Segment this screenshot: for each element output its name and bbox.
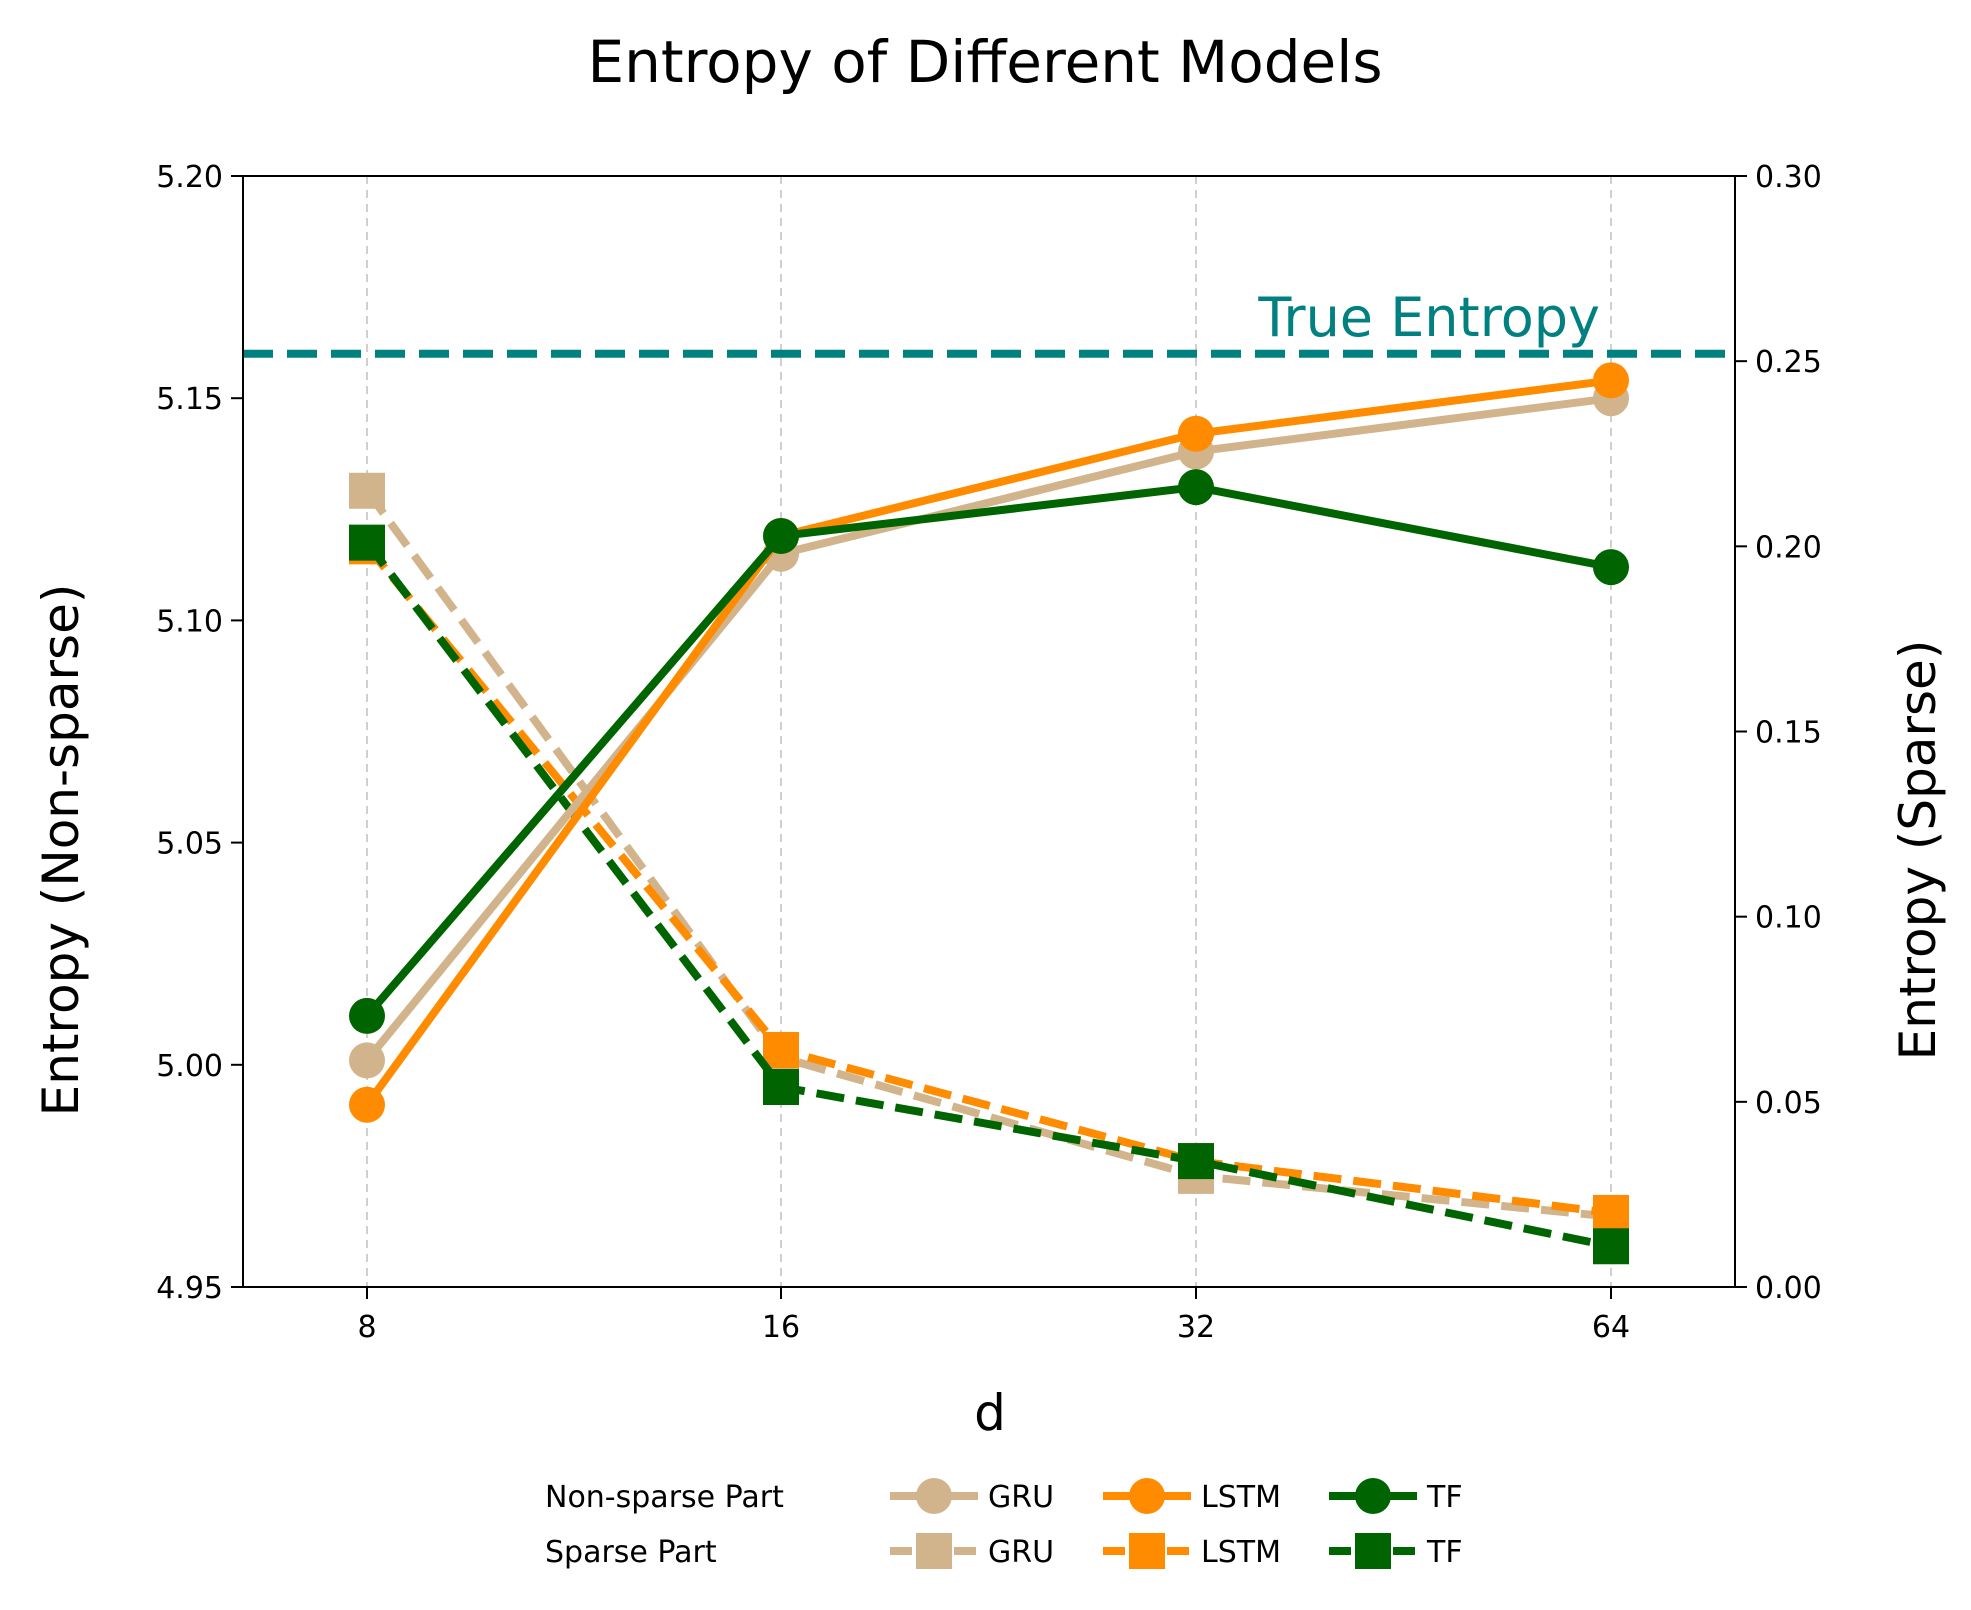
right-y-tick-label-0.25: 0.25 xyxy=(1755,345,1822,380)
right-y-tick-label-0.15: 0.15 xyxy=(1755,716,1822,751)
legend-sparse-gru-marker xyxy=(916,1533,952,1569)
left-y-tick-label-5.00: 5.00 xyxy=(156,1049,223,1084)
nonsparse-tf-point-8 xyxy=(349,997,385,1034)
legend: Non-sparse Part Sparse Part GRU LSTM TF GRU LS… xyxy=(545,1478,1463,1570)
left-y-tick-label-5.20: 5.20 xyxy=(156,160,223,195)
nonsparse-lstm-line xyxy=(363,376,1612,1108)
left-y-axis-title: Entropy (Non-sparse) xyxy=(32,584,90,1117)
right-y-tick-label-0.10: 0.10 xyxy=(1755,901,1822,936)
legend-sparse-tf-label: TF xyxy=(1426,1535,1463,1570)
true-entropy-label: True Entropy xyxy=(1257,286,1600,349)
nonsparse-tf-line xyxy=(363,483,1612,1019)
nonsparse-tf-point-64 xyxy=(1593,549,1629,586)
right-y-tick-label-0.30: 0.30 xyxy=(1755,160,1822,195)
left-y-tick-label-5.10: 5.10 xyxy=(156,604,223,639)
x-tick-label-32: 32 xyxy=(1177,1310,1215,1345)
legend-sparse-lstm-marker xyxy=(1129,1533,1165,1569)
sparse-lstm-point-16 xyxy=(763,1031,799,1068)
x-tick-label-16: 16 xyxy=(762,1310,800,1345)
legend-nonsparse-gru-label: GRU xyxy=(988,1480,1054,1515)
nonsparse-tf-point-32 xyxy=(1178,469,1214,506)
legend-nonsparse-lstm-marker xyxy=(1129,1478,1165,1514)
x-tick-label-64: 64 xyxy=(1592,1310,1630,1345)
legend-sparse-gru-label: GRU xyxy=(988,1535,1054,1570)
x-axis-title: d xyxy=(974,1384,1006,1442)
sparse-tf-point-8 xyxy=(349,524,385,561)
nonsparse-lstm-point-64 xyxy=(1593,362,1629,399)
legend-nonsparse-lstm-label: LSTM xyxy=(1201,1480,1281,1515)
sparse-tf-point-64 xyxy=(1593,1228,1629,1265)
nonsparse-gru-line xyxy=(363,394,1612,1063)
sparse-tf-point-16 xyxy=(763,1069,799,1106)
sparse-tf-line xyxy=(363,540,1612,1251)
nonsparse-lstm-point-32 xyxy=(1178,415,1214,452)
right-y-axis-title: Entropy (Sparse) xyxy=(1889,640,1947,1061)
legend-row-label-sparse: Sparse Part xyxy=(545,1535,717,1570)
chart-title: Entropy of Different Models xyxy=(587,28,1382,96)
legend-row-label-nonsparse: Non-sparse Part xyxy=(545,1480,784,1515)
right-y-tick-label-0.20: 0.20 xyxy=(1755,530,1822,565)
legend-sparse-tf-marker xyxy=(1355,1533,1391,1569)
nonsparse-gru-point-8 xyxy=(349,1042,385,1079)
right-y-tick-label-0.00: 0.00 xyxy=(1755,1271,1822,1306)
sparse-gru-line xyxy=(363,488,1612,1221)
left-y-tick-label-5.15: 5.15 xyxy=(156,382,223,417)
sparse-tf-point-32 xyxy=(1178,1143,1214,1180)
left-y-tick-label-4.95: 4.95 xyxy=(156,1271,223,1306)
legend-nonsparse-gru-marker xyxy=(916,1478,952,1514)
nonsparse-lstm-point-8 xyxy=(349,1086,385,1123)
sparse-lstm-line xyxy=(363,543,1612,1217)
sparse-lstm-point-64 xyxy=(1593,1194,1629,1231)
nonsparse-tf-point-16 xyxy=(763,517,799,554)
left-y-tick-label-5.05: 5.05 xyxy=(156,827,223,862)
legend-sparse-lstm-label: LSTM xyxy=(1201,1535,1281,1570)
x-tick-label-8: 8 xyxy=(357,1310,376,1345)
legend-nonsparse-tf-label: TF xyxy=(1426,1480,1463,1515)
legend-nonsparse-tf-marker xyxy=(1355,1478,1391,1514)
sparse-gru-point-8 xyxy=(349,472,385,509)
right-y-tick-label-0.05: 0.05 xyxy=(1755,1086,1822,1121)
